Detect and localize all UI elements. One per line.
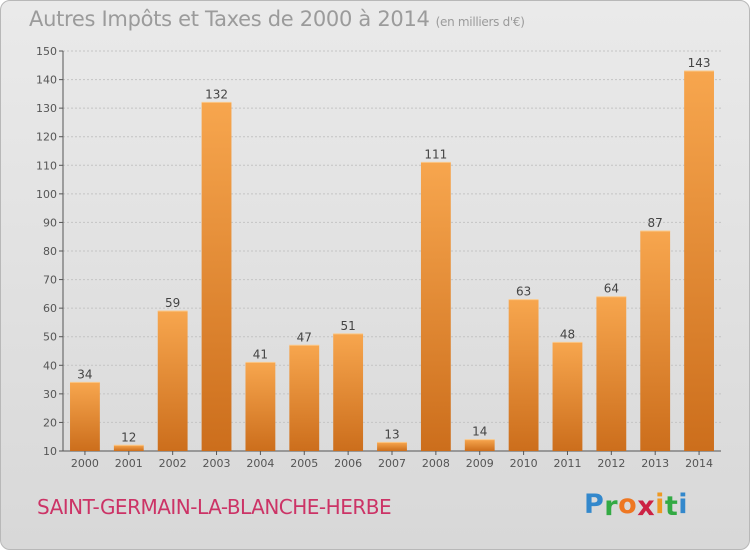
bar-group: [552, 341, 583, 451]
bar: [333, 333, 364, 451]
bar-group: [245, 361, 276, 451]
x-tick-label: 2012: [597, 457, 625, 470]
x-tick-label: 2010: [510, 457, 538, 470]
bar-group: [420, 161, 451, 451]
y-tick-label: 70: [43, 274, 57, 287]
data-label: 41: [253, 347, 268, 361]
grid-lines: [63, 50, 721, 423]
bar-group: [508, 299, 539, 451]
x-tick-label: 2009: [466, 457, 494, 470]
x-tick-label: 2006: [334, 457, 362, 470]
data-label: 14: [472, 425, 487, 439]
logo-letter: i: [655, 489, 665, 520]
x-tick-label: 2001: [115, 457, 143, 470]
bar: [245, 362, 276, 451]
x-tick-label: 2014: [685, 457, 713, 470]
bar-group: [377, 441, 407, 451]
x-tick-label: 2008: [422, 457, 450, 470]
commune-name: SAINT-GERMAIN-LA-BLANCHE-HERBE: [37, 495, 392, 519]
data-label: 47: [297, 330, 312, 344]
bar: [289, 345, 320, 451]
bar-group: [201, 101, 232, 451]
y-tick-label: 80: [43, 245, 57, 258]
x-tick-label: 2013: [641, 457, 669, 470]
data-label: 13: [384, 427, 399, 441]
data-label: 64: [604, 282, 619, 296]
y-tick-label: 100: [36, 188, 57, 201]
y-tick-label: 50: [43, 331, 57, 344]
data-labels: 34 12 59 132 41 47 51 13 111 14 63 48 64 87 143: [77, 56, 710, 444]
bar: [113, 445, 144, 451]
y-tick-label: 140: [36, 74, 57, 87]
x-tick-label: 2005: [290, 457, 318, 470]
logo-letter: r: [604, 491, 619, 522]
data-label: 34: [77, 367, 92, 381]
bar: [377, 442, 407, 451]
bar: [201, 102, 232, 451]
bar-group: [157, 310, 188, 451]
y-tick-label: 40: [43, 359, 57, 372]
y-tick-label: 90: [43, 216, 57, 229]
data-label: 111: [424, 147, 447, 161]
x-tick-label: 2007: [378, 457, 406, 470]
y-tick-label: 60: [43, 302, 57, 315]
y-tick-label: 120: [36, 131, 57, 144]
bar: [508, 299, 539, 451]
bar: [640, 231, 671, 451]
proxiti-logo[interactable]: Proxiti: [584, 489, 689, 522]
bar: [552, 342, 583, 451]
bar-group: [640, 230, 671, 451]
bar-group: [684, 70, 714, 451]
y-tick-label: 110: [36, 159, 57, 172]
data-label: 51: [340, 319, 355, 333]
y-tick-label: 150: [36, 45, 57, 58]
x-tick-label: 2004: [246, 457, 274, 470]
bar: [596, 296, 627, 451]
chart-title: Autres Impôts et Taxes de 2000 à 2014 (en…: [29, 7, 525, 31]
data-label: 87: [648, 216, 663, 230]
chart-title-text: Autres Impôts et Taxes de 2000 à 2014: [29, 7, 430, 31]
bar-group: [596, 296, 627, 451]
logo-letter: t: [664, 491, 679, 522]
bar: [684, 71, 714, 451]
bar-group: [70, 381, 100, 451]
data-label: 48: [560, 327, 575, 341]
bar: [157, 311, 188, 451]
x-tick-label: 2003: [203, 457, 231, 470]
bar-group: [464, 439, 495, 451]
y-tick-label: 30: [43, 388, 57, 401]
data-label: 59: [165, 296, 180, 310]
bar-group: [333, 333, 364, 451]
logo-letter: x: [637, 491, 656, 522]
x-tick-label: 2002: [159, 457, 187, 470]
logo-letter: i: [678, 489, 689, 520]
y-tick-label: 20: [43, 416, 57, 429]
logo-letter: o: [618, 489, 638, 520]
bar: [420, 162, 451, 451]
bars: [70, 70, 714, 451]
data-label: 143: [688, 56, 711, 70]
x-tick-label: 2011: [553, 457, 581, 470]
y-tick-label: 10: [43, 445, 57, 458]
chart-unit: (en milliers d'€): [435, 15, 525, 29]
x-tick-label: 2000: [71, 457, 99, 470]
bar: [70, 382, 100, 451]
logo-letter: P: [584, 489, 605, 520]
y-tick-label: 130: [36, 102, 57, 115]
bar: [464, 439, 495, 451]
data-label: 12: [121, 430, 136, 444]
bar-group: [113, 444, 144, 451]
data-label: 132: [205, 87, 228, 101]
bar-group: [289, 344, 320, 451]
data-label: 63: [516, 285, 531, 299]
